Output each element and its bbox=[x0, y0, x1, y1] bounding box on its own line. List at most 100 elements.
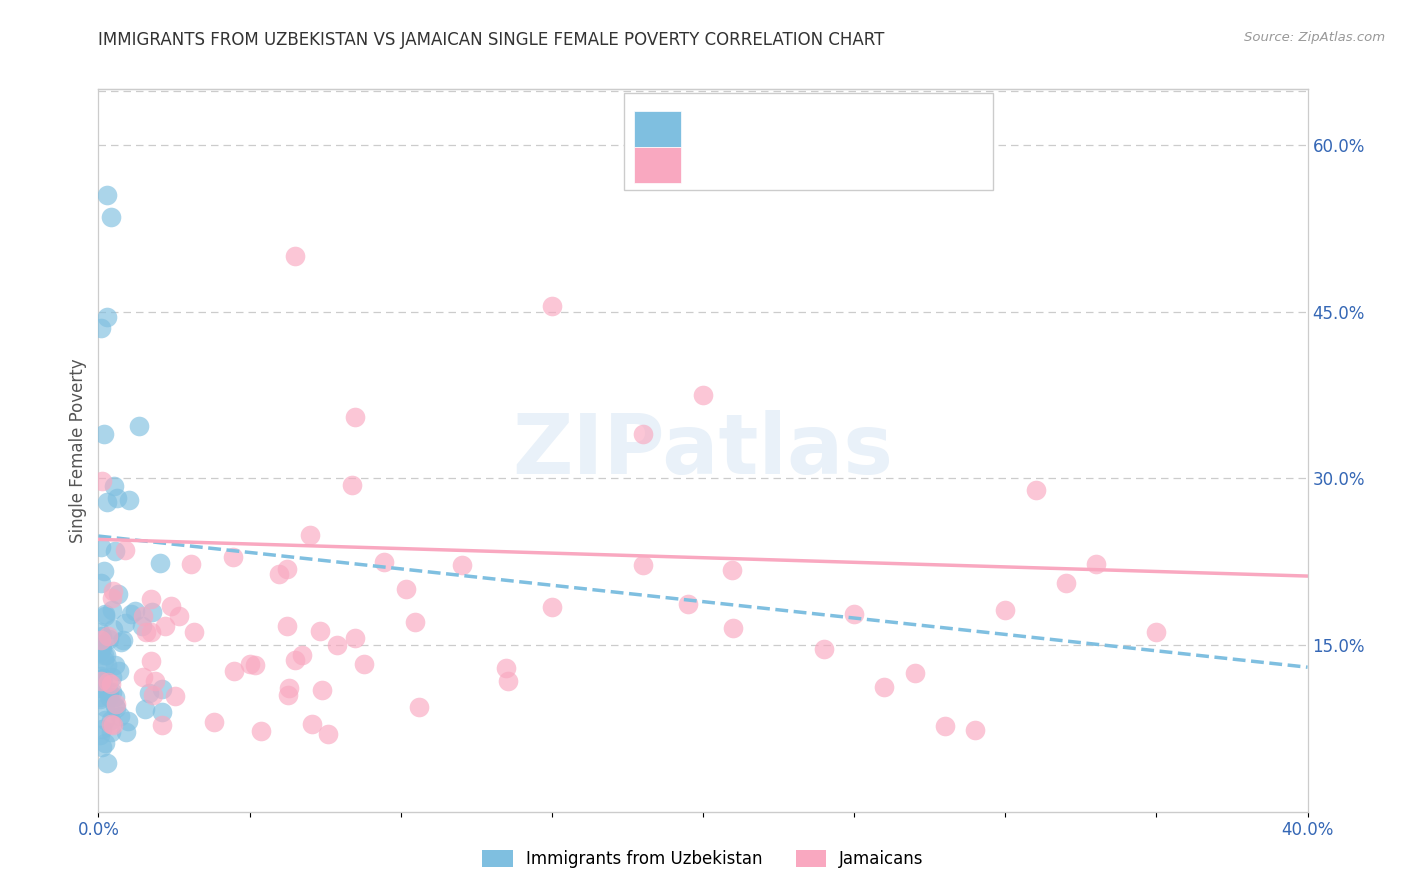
Point bbox=[97, 632, 120, 647]
Point bbox=[104, 690, 127, 704]
Point bbox=[408, 699, 430, 714]
Point bbox=[395, 582, 418, 596]
Point bbox=[1024, 483, 1046, 497]
Point bbox=[89, 645, 111, 659]
Point bbox=[89, 690, 111, 705]
Point bbox=[844, 607, 866, 621]
Point bbox=[150, 681, 173, 696]
Point bbox=[224, 665, 246, 679]
Point bbox=[277, 688, 299, 702]
Point bbox=[103, 718, 125, 732]
Point bbox=[495, 661, 517, 675]
Point bbox=[90, 474, 112, 488]
Point bbox=[111, 632, 134, 647]
Point bbox=[100, 677, 122, 691]
Point bbox=[100, 210, 122, 224]
Point bbox=[97, 674, 120, 689]
Point bbox=[284, 249, 307, 263]
Point bbox=[631, 558, 654, 572]
Point bbox=[139, 625, 162, 640]
Point bbox=[89, 640, 111, 654]
Point bbox=[98, 690, 121, 705]
Point bbox=[965, 723, 987, 737]
Point bbox=[96, 187, 118, 202]
Point bbox=[100, 725, 122, 739]
Point bbox=[124, 603, 146, 617]
Point bbox=[308, 624, 330, 638]
Text: ZIPatlas: ZIPatlas bbox=[513, 410, 893, 491]
Point bbox=[90, 629, 112, 643]
Point bbox=[94, 648, 117, 662]
Point bbox=[101, 670, 124, 684]
Point bbox=[723, 621, 745, 635]
Point bbox=[134, 702, 156, 716]
Point bbox=[90, 576, 112, 591]
Point bbox=[183, 625, 205, 640]
Point bbox=[813, 641, 835, 656]
Point bbox=[90, 540, 112, 554]
Point bbox=[243, 658, 266, 673]
Point bbox=[325, 638, 347, 652]
Point bbox=[904, 666, 927, 681]
Point bbox=[96, 310, 118, 324]
Point bbox=[96, 756, 118, 771]
Point bbox=[104, 700, 127, 714]
FancyBboxPatch shape bbox=[624, 93, 993, 190]
Point bbox=[676, 597, 699, 611]
Point bbox=[91, 641, 114, 656]
Point bbox=[100, 713, 122, 727]
Point bbox=[90, 321, 112, 335]
Text: R = -0.026: R = -0.026 bbox=[697, 120, 790, 138]
Point bbox=[132, 608, 155, 623]
Point bbox=[89, 672, 111, 686]
Point bbox=[269, 567, 291, 582]
Y-axis label: Single Female Poverty: Single Female Poverty bbox=[69, 359, 87, 542]
Point bbox=[291, 648, 314, 663]
Point bbox=[143, 673, 166, 688]
Point bbox=[96, 495, 118, 509]
FancyBboxPatch shape bbox=[634, 147, 682, 183]
Point bbox=[721, 563, 744, 577]
Point bbox=[105, 491, 128, 505]
Point bbox=[141, 605, 163, 619]
Point bbox=[100, 603, 122, 617]
Point bbox=[100, 685, 122, 699]
Point bbox=[631, 426, 654, 441]
Point bbox=[90, 672, 112, 686]
Point bbox=[104, 699, 127, 714]
Point bbox=[91, 740, 114, 755]
Point bbox=[103, 479, 125, 493]
Point bbox=[120, 607, 142, 621]
Point bbox=[344, 632, 367, 646]
Point bbox=[90, 674, 112, 689]
Point bbox=[249, 724, 271, 739]
Point bbox=[131, 619, 153, 633]
Point bbox=[450, 558, 472, 572]
Point bbox=[89, 728, 111, 742]
Text: N = 71: N = 71 bbox=[837, 120, 901, 138]
Point bbox=[155, 619, 177, 633]
Point bbox=[93, 648, 115, 663]
Legend: Immigrants from Uzbekistan, Jamaicans: Immigrants from Uzbekistan, Jamaicans bbox=[475, 843, 931, 875]
Point bbox=[1054, 576, 1077, 591]
Point bbox=[94, 607, 117, 621]
Point bbox=[540, 299, 562, 313]
Point bbox=[97, 629, 120, 643]
Point bbox=[222, 550, 245, 565]
Point bbox=[284, 653, 307, 667]
Point bbox=[142, 688, 165, 702]
Point bbox=[89, 692, 111, 706]
Point bbox=[94, 700, 117, 714]
Point bbox=[202, 715, 225, 730]
Point bbox=[118, 492, 141, 507]
Text: IMMIGRANTS FROM UZBEKISTAN VS JAMAICAN SINGLE FEMALE POVERTY CORRELATION CHART: IMMIGRANTS FROM UZBEKISTAN VS JAMAICAN S… bbox=[98, 31, 884, 49]
Point bbox=[96, 658, 118, 673]
Point bbox=[169, 609, 191, 624]
Point bbox=[139, 654, 162, 668]
Point bbox=[311, 682, 333, 697]
Point bbox=[934, 719, 956, 733]
Point bbox=[94, 714, 117, 728]
Point bbox=[107, 587, 129, 601]
Point bbox=[239, 657, 262, 671]
Point bbox=[117, 714, 139, 728]
